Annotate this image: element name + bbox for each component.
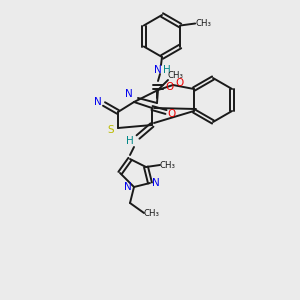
Text: H: H <box>126 136 134 146</box>
Text: H: H <box>163 65 171 75</box>
Text: O: O <box>168 109 176 119</box>
Text: N: N <box>124 182 132 192</box>
Text: O: O <box>176 78 184 88</box>
Text: CH₃: CH₃ <box>144 208 160 217</box>
Text: N: N <box>152 178 160 188</box>
Text: N: N <box>94 97 102 107</box>
Text: N: N <box>125 89 133 99</box>
Text: S: S <box>108 125 114 135</box>
Text: N: N <box>154 65 162 75</box>
Text: CH₃: CH₃ <box>195 19 211 28</box>
Text: O: O <box>166 82 174 92</box>
Text: CH₃: CH₃ <box>160 160 176 169</box>
Text: CH₃: CH₃ <box>167 70 183 80</box>
